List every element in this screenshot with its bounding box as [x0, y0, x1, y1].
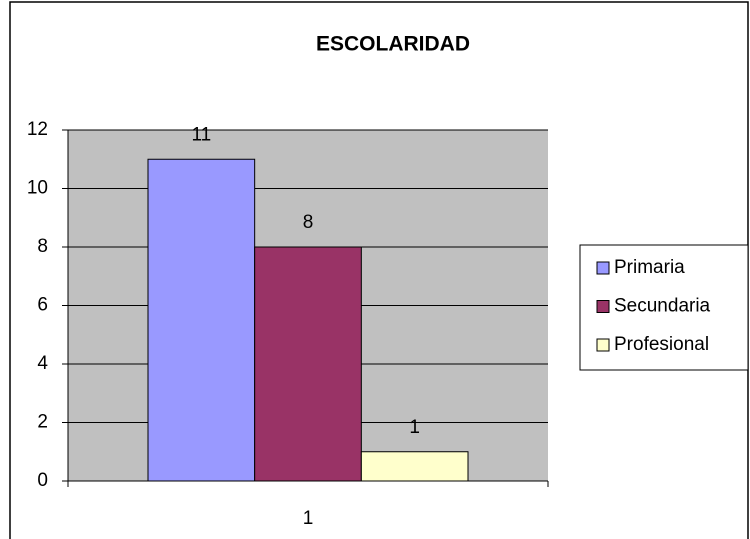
chart-title: ESCOLARIDAD	[316, 33, 470, 56]
y-tick-label: 4	[37, 353, 48, 374]
y-tick-label: 0	[37, 470, 48, 491]
y-tick-label: 12	[27, 119, 48, 140]
y-tick-label: 6	[37, 295, 48, 316]
legend-swatch	[596, 261, 610, 275]
legend-swatch	[596, 338, 610, 352]
data-label: 8	[303, 212, 314, 233]
x-tick-label: 1	[303, 508, 314, 529]
data-label: 1	[409, 417, 420, 438]
bar	[254, 246, 362, 482]
data-label: 11	[191, 124, 211, 145]
bar	[147, 158, 256, 482]
bar	[360, 451, 469, 482]
legend-label: Primaria	[614, 257, 685, 278]
y-tick-label: 8	[37, 236, 48, 257]
y-tick-label: 10	[27, 178, 48, 199]
legend-label: Secundaria	[614, 296, 711, 317]
legend-label: Profesional	[614, 334, 709, 355]
legend-swatch	[596, 300, 610, 313]
y-tick-label: 2	[37, 412, 48, 433]
